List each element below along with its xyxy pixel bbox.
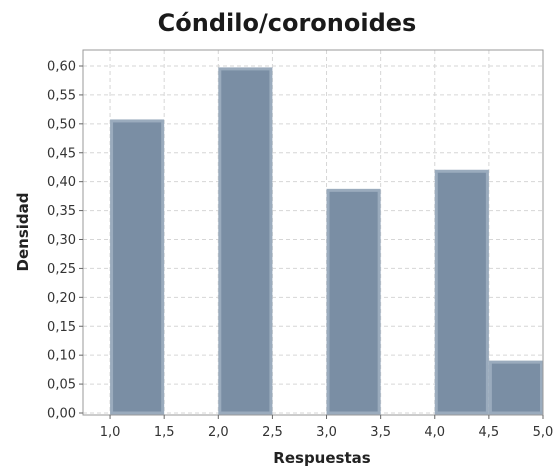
y-tick-label: 0,25	[47, 262, 76, 277]
y-tick-label: 0,10	[47, 349, 76, 364]
histogram-bar	[488, 360, 543, 415]
y-tick-label: 0,00	[47, 407, 76, 422]
y-axis-ticks: 0,00 0,05 0,10 0,15 0,20 0,25 0,30 0,35 0,40 0,45…	[47, 60, 83, 422]
y-tick-label: 0,55	[47, 88, 76, 103]
x-tick-label: 2,0	[208, 425, 229, 440]
y-tick-label: 0,15	[47, 320, 76, 335]
x-tick-label: 2,5	[262, 425, 283, 440]
x-axis-label: Respuestas	[273, 449, 370, 467]
y-tick-label: 0,20	[47, 291, 76, 306]
x-axis-ticks: 1,0 1,5 2,0 2,5 3,0 3,5 4,0 4,5 5,0	[100, 415, 554, 440]
plot-frame	[82, 49, 544, 416]
x-tick-label: 3,5	[370, 425, 391, 440]
x-tick-label: 1,0	[100, 425, 121, 440]
y-tick-label: 0,45	[47, 146, 76, 161]
y-tick-label: 0,40	[47, 175, 76, 190]
y-tick-label: 0,35	[47, 204, 76, 219]
x-tick-label: 1,5	[154, 425, 175, 440]
x-tick-label: 4,5	[479, 425, 500, 440]
bars	[110, 67, 543, 415]
x-tick-label: 4,0	[424, 425, 445, 440]
y-axis-label: Densidad	[14, 193, 32, 272]
y-tick-label: 0,60	[47, 60, 76, 75]
chart-title: Cóndilo/coronoides	[158, 9, 417, 37]
y-tick-label: 0,30	[47, 233, 76, 248]
x-tick-label: 5,0	[533, 425, 554, 440]
histogram-bar	[110, 119, 165, 415]
histogram-bar	[434, 169, 489, 415]
y-tick-label: 0,50	[47, 117, 76, 132]
x-tick-label: 3,0	[316, 425, 337, 440]
histogram-bar	[326, 188, 381, 415]
histogram-bar	[218, 67, 273, 415]
y-tick-label: 0,05	[47, 378, 76, 393]
